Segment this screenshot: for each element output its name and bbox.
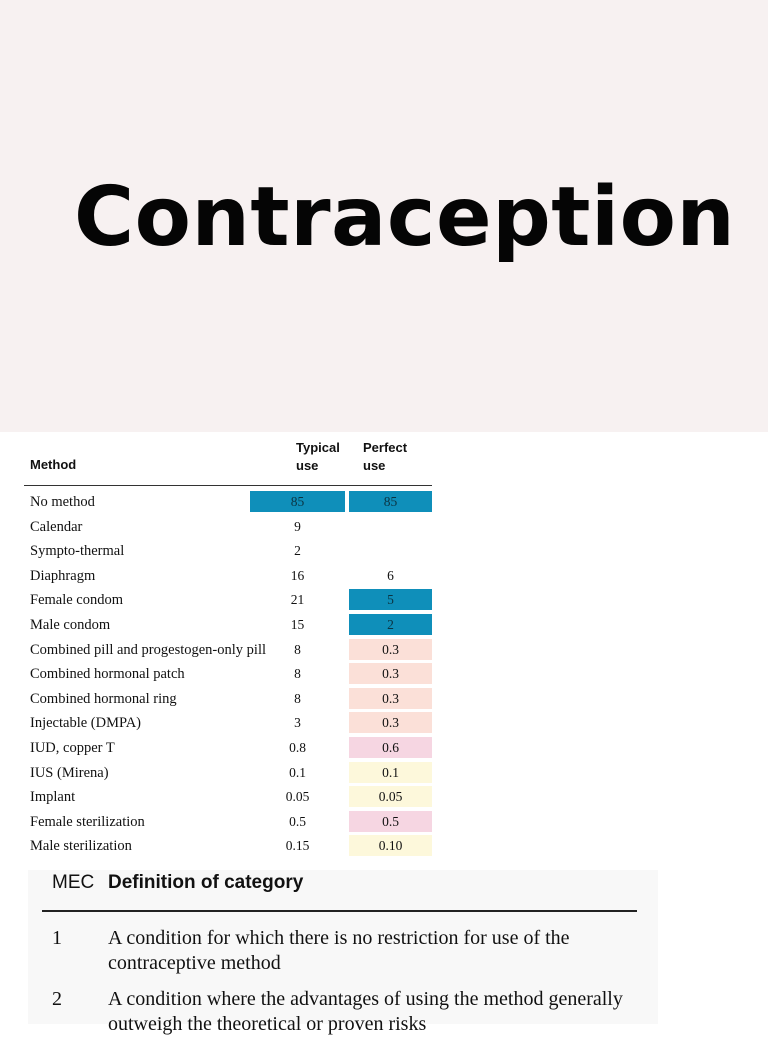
- method-name: Combined hormonal patch: [30, 666, 185, 683]
- typical-use-value: 0.8: [289, 740, 306, 755]
- mec-category-number: 1: [52, 927, 62, 949]
- table-row: Sympto-thermal 2: [0, 539, 440, 563]
- table-row: Combined pill and progestogen-only pill 8…: [0, 638, 440, 662]
- perfect-use-value: 0.10: [349, 835, 432, 857]
- table-row: Female sterilization 0.5 0.5: [0, 810, 440, 834]
- table-row: Diaphragm 16 6: [0, 564, 440, 588]
- slide-title: Contraception: [74, 170, 736, 265]
- method-name: Diaphragm: [30, 567, 96, 584]
- perfect-use-value: 2: [349, 614, 432, 635]
- mec-category-definition: A condition for which there is no restri…: [108, 927, 570, 974]
- method-name: Calendar: [30, 518, 83, 535]
- perfect-use-value: [349, 516, 432, 537]
- table-row: Combined hormonal ring 8 0.3: [0, 687, 440, 711]
- mec-panel: [28, 870, 658, 1024]
- header-perfect-use: Perfect use: [363, 440, 408, 473]
- method-name: IUD, copper T: [30, 740, 115, 756]
- typical-use-value: 8: [294, 690, 301, 706]
- perfect-use-value: 0.3: [349, 712, 432, 734]
- typical-use-value: 0.15: [285, 838, 310, 854]
- table-row: Male condom 15 2: [0, 613, 440, 637]
- mec-header-mec: MEC: [52, 872, 95, 893]
- typical-use-value: 0.5: [289, 813, 306, 829]
- method-name: Male sterilization: [30, 838, 132, 855]
- table-row: Calendar 9: [0, 515, 440, 539]
- typical-use-value: 15: [290, 617, 305, 632]
- header-method: Method: [30, 457, 77, 472]
- typical-use-value: 9: [294, 518, 301, 534]
- perfect-use-value: 0.3: [349, 663, 432, 685]
- perfect-use-value: 6: [387, 567, 394, 583]
- method-name: No method: [30, 494, 95, 510]
- table-row: No method 85 85: [0, 490, 440, 514]
- table-row: Combined hormonal patch 8 0.3: [0, 662, 440, 686]
- title-banner: Contraception: [0, 0, 768, 432]
- typical-use-value: 0.1: [289, 764, 306, 780]
- mec-header-divider: [42, 910, 637, 912]
- perfect-use-value: 0.1: [349, 761, 432, 783]
- method-name: Sympto-thermal: [30, 543, 125, 560]
- method-name: IUS (Mirena): [30, 764, 109, 781]
- table-row: IUD, copper T 0.8 0.6: [0, 736, 440, 760]
- table-row: Injectable (DMPA) 3 0.3: [0, 711, 440, 735]
- typical-use-value: 16: [290, 567, 305, 583]
- table-row: Female condom 21 5: [0, 588, 440, 612]
- method-name: Combined pill and progestogen-only pill: [30, 641, 267, 658]
- typical-use-value: 21: [290, 592, 305, 608]
- perfect-use-value: 0.05: [349, 786, 432, 808]
- method-name: Implant: [30, 789, 76, 806]
- typical-use-value: 3: [294, 715, 301, 731]
- typical-use-value: 8: [294, 666, 301, 682]
- typical-use-value: 8: [294, 641, 301, 657]
- perfect-use-value: 0.3: [349, 687, 432, 709]
- perfect-use-value: 85: [349, 491, 432, 512]
- perfect-use-value: 0.6: [349, 737, 432, 758]
- method-name: Injectable (DMPA): [30, 715, 142, 732]
- typical-use-value: 0.05: [285, 789, 310, 805]
- method-name: Combined hormonal ring: [30, 690, 177, 707]
- mec-header-definition: Definition of category: [108, 872, 304, 893]
- method-name: Male condom: [30, 617, 111, 633]
- typical-use-value: 85: [250, 491, 345, 512]
- mec-category-definition: A condition where the advantages of usin…: [108, 988, 623, 1035]
- typical-use-value: 2: [294, 543, 301, 559]
- table-row: Male sterilization 0.15 0.10: [0, 834, 440, 858]
- perfect-use-value: 5: [349, 589, 432, 611]
- mec-category-number: 2: [52, 988, 62, 1010]
- perfect-use-value: 0.5: [349, 810, 432, 832]
- header-typical-use: Typical use: [296, 440, 340, 473]
- perfect-use-value: [349, 540, 432, 561]
- method-name: Female sterilization: [30, 813, 145, 830]
- table-row: IUS (Mirena) 0.1 0.1: [0, 761, 440, 785]
- table-row: Implant 0.05 0.05: [0, 785, 440, 809]
- method-name: Female condom: [30, 592, 124, 609]
- perfect-use-value: 0.3: [349, 638, 432, 660]
- header-divider: [24, 485, 432, 486]
